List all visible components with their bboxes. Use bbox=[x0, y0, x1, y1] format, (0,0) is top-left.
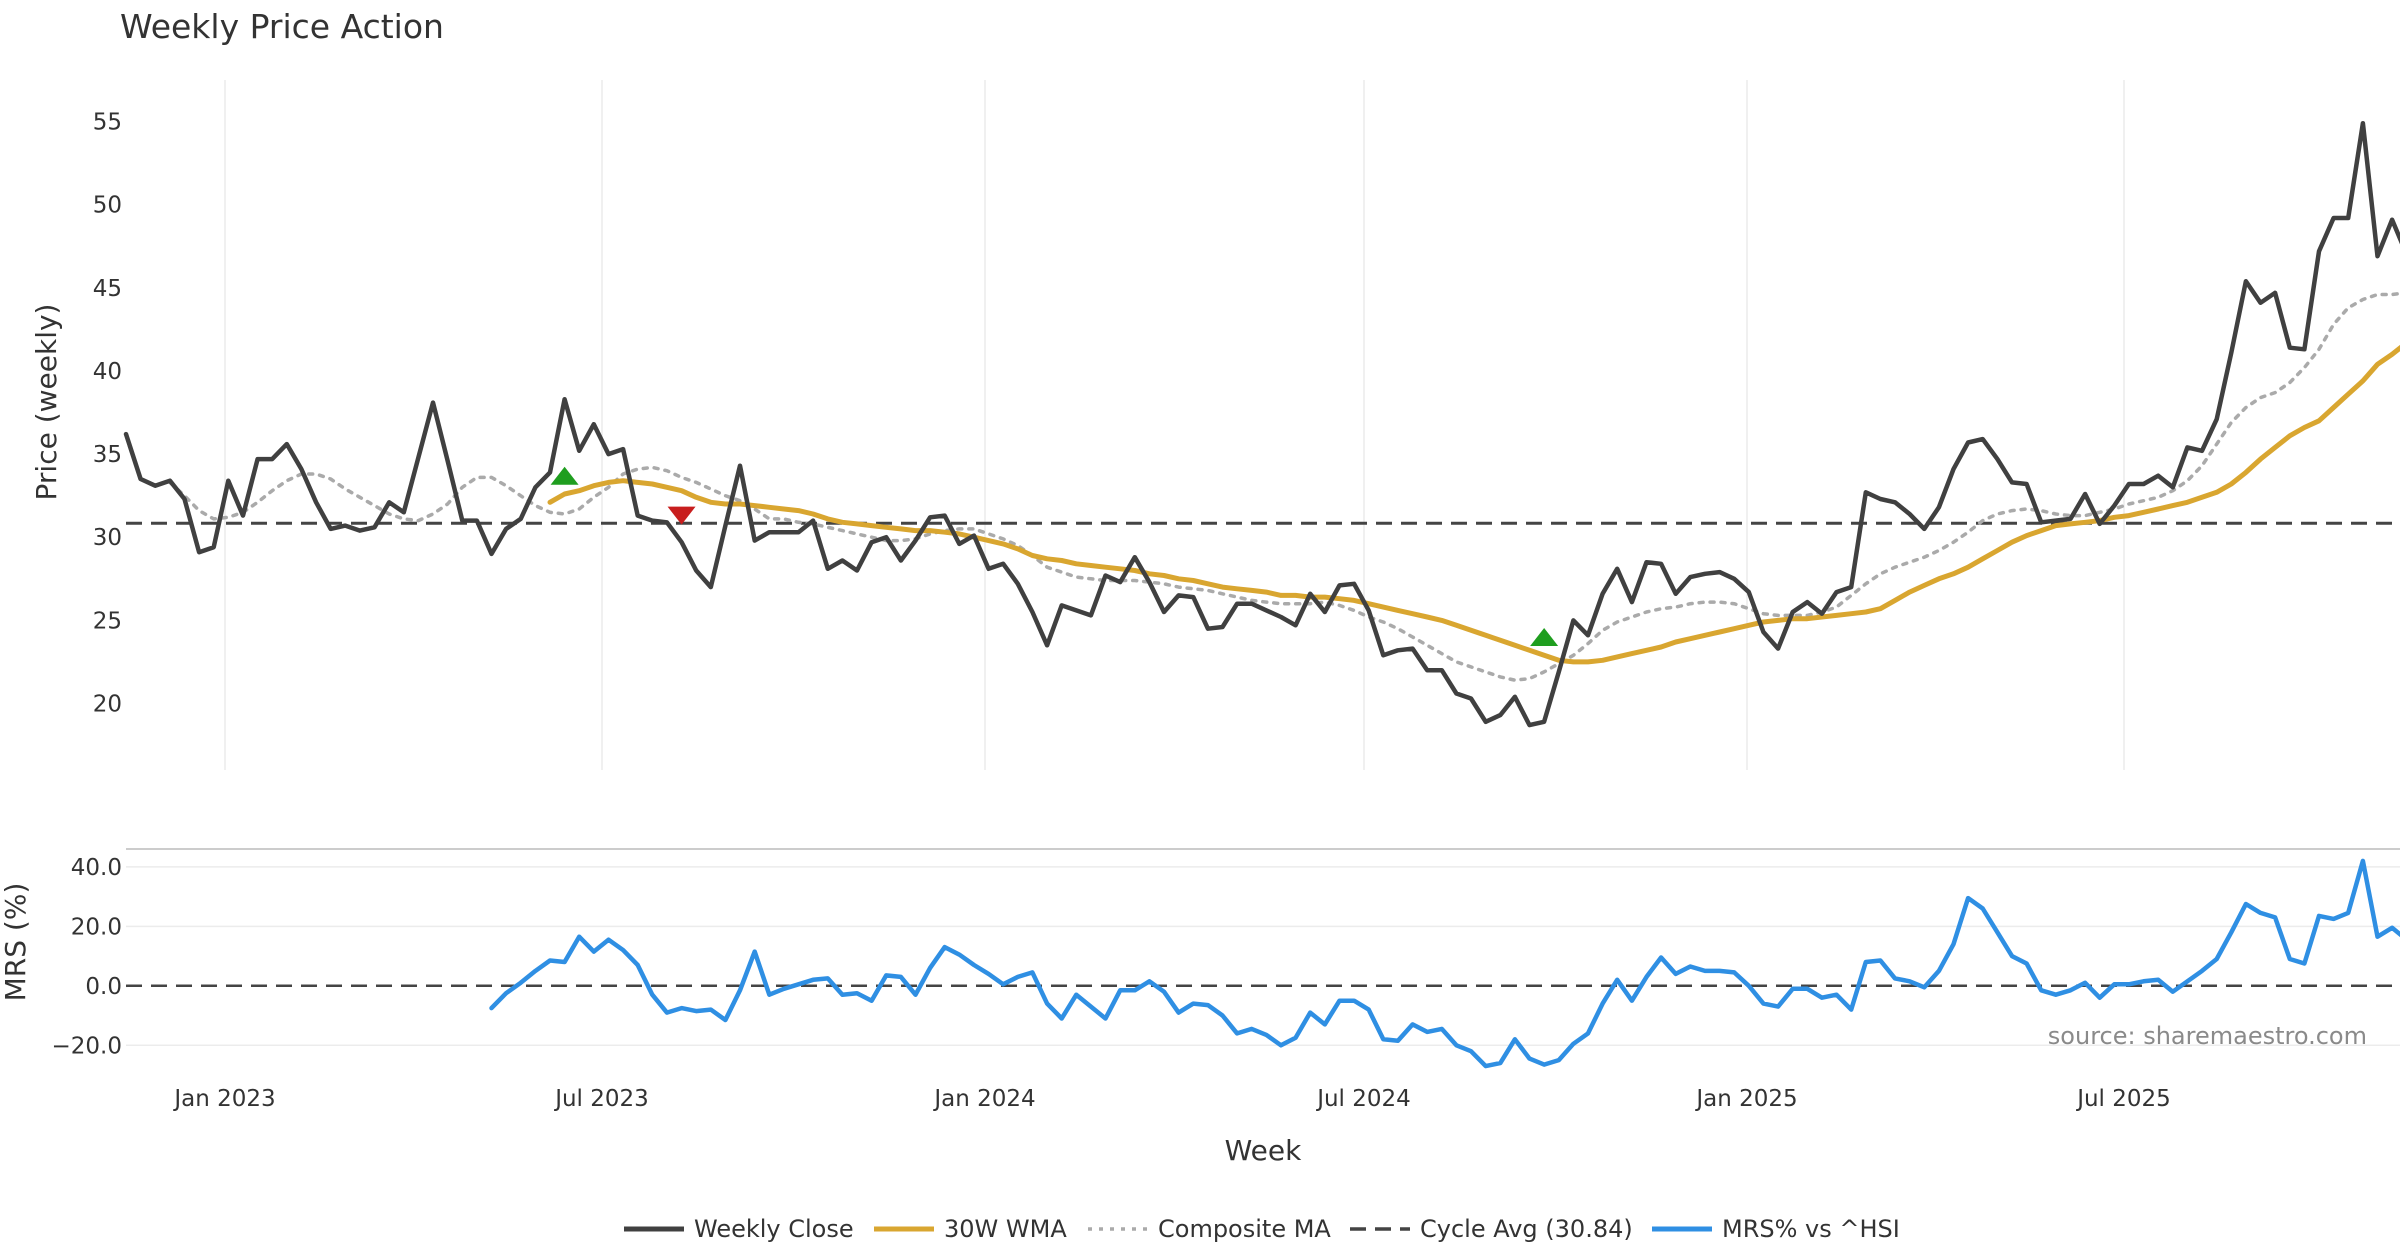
x-tick-label: Jan 2023 bbox=[172, 1086, 275, 1112]
price-y-tick-label: 35 bbox=[93, 442, 122, 468]
x-tick-label: Jul 2025 bbox=[2075, 1086, 2171, 1112]
price-y-tick-label: 30 bbox=[93, 525, 122, 551]
price-y-ticks: 20 25 30 35 40 45 50 55 bbox=[93, 110, 122, 718]
x-tick-label: Jan 2025 bbox=[1694, 1086, 1797, 1112]
legend-label: Cycle Avg (30.84) bbox=[1420, 1215, 1633, 1243]
composite-ma-line bbox=[168, 291, 2400, 682]
price-y-tick-label: 25 bbox=[93, 608, 122, 634]
chart-title: Weekly Price Action bbox=[120, 7, 444, 46]
x-axis-title: Week bbox=[1225, 1134, 1302, 1167]
legend-label: Weekly Close bbox=[694, 1215, 854, 1243]
x-ticks: Jan 2023 Jul 2023 Jan 2024 Jul 2024 Jan 2025… bbox=[172, 1086, 2170, 1112]
wma-30w-line bbox=[547, 344, 2400, 665]
price-grid bbox=[224, 80, 2125, 770]
legend: Weekly Close 30W WMA Composite MA Cycle Avg… bbox=[624, 1215, 1900, 1243]
mrs-line bbox=[489, 858, 2400, 1069]
x-tick-label: Jul 2023 bbox=[553, 1086, 649, 1112]
series-lines bbox=[123, 120, 2400, 1069]
mrs-y-tick-label: 40.0 bbox=[71, 855, 122, 881]
sell-signal-marker bbox=[667, 506, 696, 525]
mrs-y-ticks: −20.0 0.0 20.0 40.0 bbox=[52, 855, 122, 1059]
mrs-y-tick-label: 0.0 bbox=[85, 974, 122, 1000]
price-y-tick-label: 40 bbox=[93, 359, 122, 385]
signal-markers bbox=[550, 466, 1559, 646]
reference-lines bbox=[126, 521, 2400, 988]
legend-label: Composite MA bbox=[1158, 1215, 1331, 1243]
x-tick-label: Jan 2024 bbox=[932, 1086, 1035, 1112]
buy-signal-marker bbox=[550, 466, 579, 485]
mrs-y-tick-label: −20.0 bbox=[52, 1033, 122, 1059]
legend-label: 30W WMA bbox=[944, 1215, 1067, 1243]
mrs-y-tick-label: 20.0 bbox=[71, 914, 122, 940]
source-label: source: sharemaestro.com bbox=[2048, 1022, 2367, 1050]
mrs-grid bbox=[126, 866, 2400, 1047]
price-y-tick-label: 50 bbox=[93, 193, 122, 219]
x-tick-label: Jul 2024 bbox=[1315, 1086, 1411, 1112]
legend-label: MRS% vs ^HSI bbox=[1722, 1215, 1900, 1243]
mrs-y-axis-title: MRS (%) bbox=[0, 883, 32, 1002]
price-y-axis-title: Price (weekly) bbox=[30, 304, 63, 501]
weekly-close-line bbox=[123, 120, 2400, 728]
buy-signal-marker bbox=[1530, 627, 1559, 646]
price-y-tick-label: 20 bbox=[93, 691, 122, 717]
price-y-tick-label: 45 bbox=[93, 276, 122, 302]
price-y-tick-label: 55 bbox=[93, 110, 122, 136]
